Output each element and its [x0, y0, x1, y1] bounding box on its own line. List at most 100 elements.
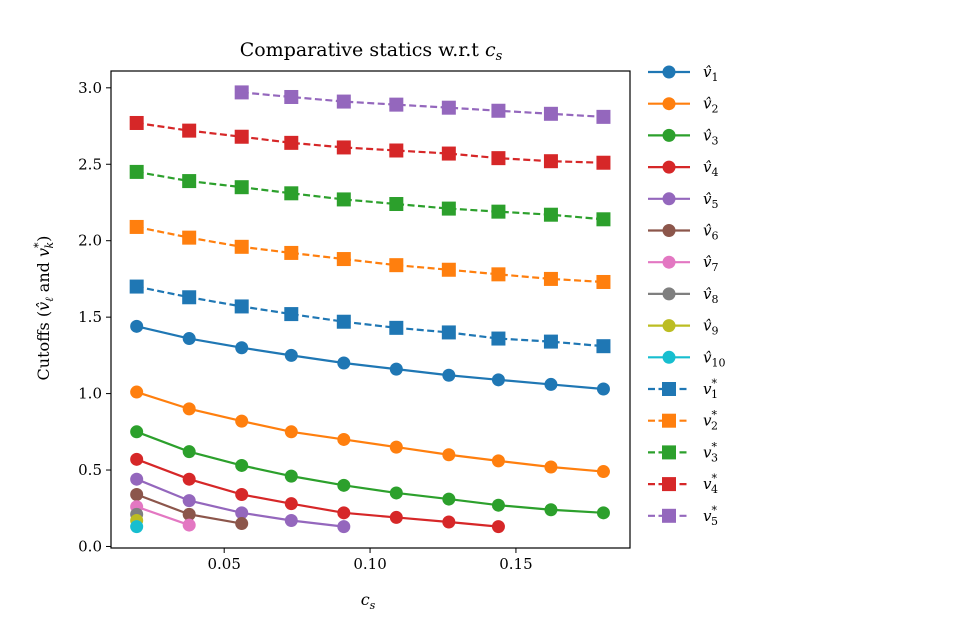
plot-area: 0.05 0.10 0.15 0.0 0.5 1.0 1.5 2.0 2.5 3.0 — [78, 70, 631, 573]
plot-frame — [110, 70, 631, 549]
series-line — [136, 121, 604, 164]
data-point — [129, 115, 144, 130]
data-point — [337, 506, 351, 520]
data-point — [441, 325, 456, 340]
legend-entry: v* 4 — [648, 472, 718, 496]
legend-label: v* 1 — [703, 377, 718, 401]
legend-marker — [662, 128, 676, 142]
data-point — [441, 100, 456, 115]
data-point — [336, 94, 351, 109]
data-point — [544, 377, 558, 391]
data-point — [543, 154, 558, 169]
legend-marker — [662, 65, 676, 79]
legend-entry: v* 2 — [648, 409, 718, 433]
series-line — [136, 225, 604, 284]
legend-entry: v̂6 — [648, 222, 718, 243]
series-v2* — [129, 219, 611, 289]
y-tick-label: 2.5 — [78, 155, 102, 173]
legend-marker — [662, 413, 676, 428]
data-point — [130, 319, 144, 333]
legend-entry: v̂7 — [648, 253, 718, 274]
data-point — [182, 230, 197, 245]
y-tick-label: 2.0 — [78, 232, 102, 250]
data-point — [130, 385, 144, 399]
data-point — [234, 180, 249, 195]
data-point — [130, 425, 144, 439]
legend-marker — [662, 160, 676, 174]
data-point — [235, 458, 249, 472]
data-point — [235, 414, 249, 428]
data-point — [130, 452, 144, 466]
series-line — [136, 458, 499, 528]
data-point — [182, 402, 196, 416]
data-point — [234, 239, 249, 254]
data-point — [234, 299, 249, 314]
series-line — [136, 505, 190, 527]
legend-entry: v* 1 — [648, 377, 718, 401]
data-point — [491, 454, 505, 468]
legend-entry: v̂5 — [648, 190, 718, 211]
data-point — [234, 85, 249, 100]
data-point — [543, 271, 558, 286]
data-point — [543, 207, 558, 222]
data-point — [284, 469, 298, 483]
data-point — [442, 368, 456, 382]
data-point — [442, 492, 456, 506]
legend-marker — [662, 319, 676, 333]
data-point — [284, 186, 299, 201]
legend-marker — [662, 508, 676, 523]
data-point — [235, 487, 249, 501]
data-point — [596, 506, 610, 520]
data-point — [284, 135, 299, 150]
data-point — [235, 517, 249, 531]
data-point — [182, 290, 197, 305]
data-point — [337, 356, 351, 370]
data-point — [441, 262, 456, 277]
legend-label: v* 2 — [703, 409, 718, 433]
data-point — [235, 506, 249, 520]
data-point — [596, 382, 610, 396]
data-point — [441, 201, 456, 216]
series-line — [136, 170, 604, 221]
legend-entry: v* 5 — [648, 504, 718, 528]
series-v̂4 — [130, 452, 505, 534]
series-v̂1 — [130, 319, 610, 396]
data-point — [337, 478, 351, 492]
legend-marker — [662, 477, 676, 492]
data-point — [491, 204, 506, 219]
data-point — [182, 332, 196, 346]
data-point — [389, 97, 404, 112]
data-point — [389, 258, 404, 273]
data-point — [491, 331, 506, 346]
series-line — [136, 325, 604, 391]
x-tick-label: 0.15 — [499, 555, 532, 573]
data-point — [336, 140, 351, 155]
data-point — [543, 106, 558, 121]
legend-marker — [662, 192, 676, 206]
data-point — [491, 103, 506, 118]
data-point — [235, 341, 249, 355]
legend-label: v̂6 — [703, 222, 718, 243]
data-point — [389, 510, 403, 524]
y-axis-label: Cutoffs (v̂ℓ and v*k) — [32, 236, 56, 381]
series-line — [241, 91, 604, 118]
data-point — [182, 507, 196, 521]
data-point — [129, 164, 144, 179]
data-point — [182, 174, 197, 189]
data-point — [389, 486, 403, 500]
data-point — [596, 109, 611, 124]
chart-title: Comparative statics w.r.t cs — [240, 39, 503, 64]
data-point — [389, 440, 403, 454]
data-point — [596, 274, 611, 289]
legend-marker — [662, 97, 676, 111]
data-point — [337, 432, 351, 446]
series-line — [136, 430, 604, 514]
data-point — [336, 252, 351, 267]
data-point — [337, 520, 351, 534]
y-tick-label: 1.0 — [78, 385, 102, 403]
data-point — [182, 518, 196, 532]
data-point — [336, 314, 351, 329]
legend-entry: v̂1 — [648, 63, 718, 84]
data-point — [130, 487, 144, 501]
data-point — [491, 151, 506, 166]
